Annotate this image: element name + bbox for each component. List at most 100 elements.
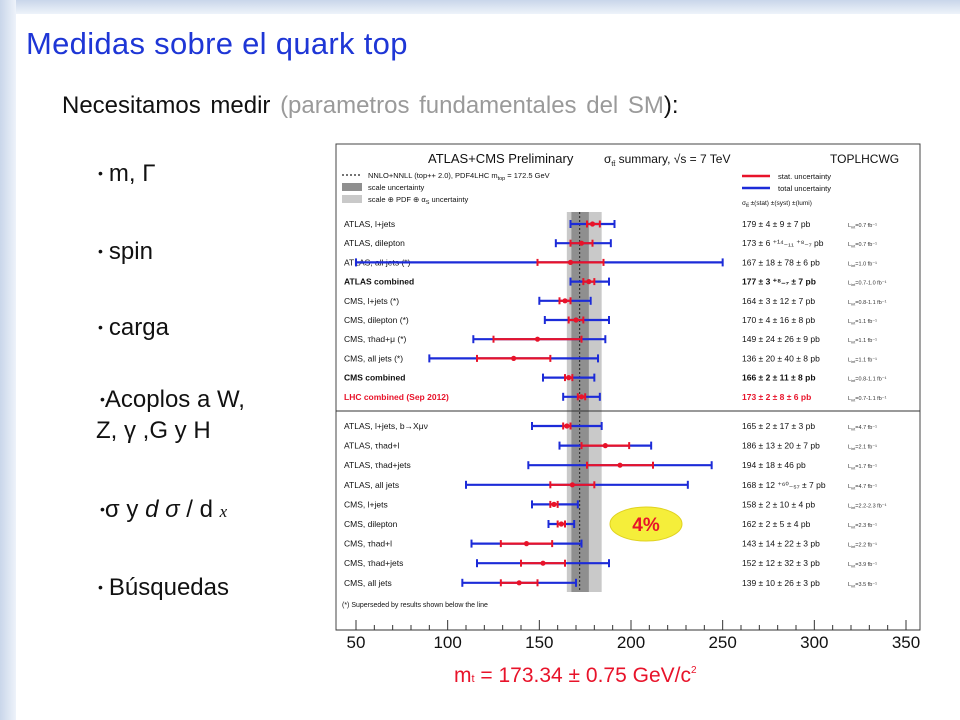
bullet-icon: • — [98, 165, 103, 181]
lumi-value: =4.7 fb⁻¹ — [855, 425, 877, 431]
row-luminosity: Lint=1.1 fb⁻¹ — [848, 357, 877, 364]
row-luminosity: Lint=4.7 fb⁻¹ — [848, 484, 877, 491]
lumi-symbol: L — [848, 396, 851, 402]
row-label: CMS, dilepton (*) — [344, 315, 409, 325]
legend-scale-swatch — [342, 183, 362, 191]
row-label: ATLAS, τhad+jets — [344, 460, 411, 470]
lumi-sub: int — [851, 378, 856, 383]
lumi-value: =2.2 fb⁻¹ — [855, 543, 877, 549]
measurement-row: CMS, dilepton (*) 170 ± 4 ± 16 ± 8 pb Lint… — [344, 315, 877, 326]
bullet-icon: • — [98, 243, 103, 259]
measurement-row: CMS, dilepton 162 ± 2 ± 5 ± 4 pb Lint=2.3 … — [344, 519, 877, 530]
central-value-point — [573, 317, 579, 323]
lumi-sub: int — [851, 525, 856, 530]
legend-theory-end: = 172.5 GeV — [505, 171, 549, 180]
lumi-symbol: L — [848, 300, 851, 306]
lumi-sub: int — [851, 485, 856, 490]
bullet-icon: • — [100, 501, 105, 517]
chart-title: ATLAS+CMS Preliminary — [428, 151, 574, 166]
row-result: 165 ± 2 ± 17 ± 3 pb — [742, 421, 815, 431]
chart-footnote: (*) Superseded by results shown below th… — [342, 602, 488, 609]
lumi-value: =4.7 fb⁻¹ — [855, 484, 877, 490]
row-result: 173 ± 2 ± 8 ± 6 pb — [742, 392, 811, 402]
measurement-row: ATLAS, all jets (*) 167 ± 18 ± 78 ± 6 pb L… — [344, 257, 877, 268]
row-luminosity: Lint=0.7 fb⁻¹ — [848, 223, 877, 230]
row-luminosity: Lint=2.3 fb⁻¹ — [848, 523, 877, 530]
lumi-value: =1.1 fb⁻¹ — [855, 319, 877, 325]
measurement-row: ATLAS, τhad+jets 194 ± 18 ± 46 pb Lint=1.7… — [344, 460, 877, 471]
row-label: ATLAS, dilepton — [344, 238, 405, 248]
row-result: 136 ± 20 ± 40 ± 8 pb — [742, 353, 820, 363]
bullet-text: spin — [108, 238, 153, 265]
lumi-symbol: L — [848, 582, 851, 588]
row-luminosity: Lint=1.7 fb⁻¹ — [848, 464, 877, 471]
row-label: CMS, τhad+jets — [344, 558, 403, 568]
lumi-sub: int — [851, 301, 856, 306]
measurement-row: ATLAS, l+jets 179 ± 4 ± 9 ± 7 pb Lint=0.7 … — [344, 219, 877, 230]
measurement-row: CMS, all jets 139 ± 10 ± 26 ± 3 pb Lint=3.… — [344, 578, 877, 589]
central-value-point — [569, 482, 575, 488]
row-result: 186 ± 13 ± 20 ± 7 pb — [742, 441, 820, 451]
bullet-text-italic: d σ — [145, 496, 180, 523]
lumi-value: =1.1 fb⁻¹ — [855, 357, 877, 363]
bullet-icon: • — [100, 391, 105, 407]
lumi-value: =0.7-1.1 fb⁻¹ — [855, 396, 886, 402]
row-result: 177 ± 3 ⁺⁸₋₇ ± 7 pb — [742, 277, 816, 287]
central-value-point — [578, 240, 585, 246]
slide-subtitle: Necesitamos medir (parametros fundamenta… — [62, 92, 679, 120]
measurement-row: ATLAS, all jets 168 ± 12 ⁺⁶⁰₋₅₇ ± 7 pb Lin… — [344, 480, 877, 491]
row-result: 139 ± 10 ± 26 ± 3 pb — [742, 578, 820, 588]
legend-scale-pdf-end: uncertainty — [429, 195, 468, 204]
subtitle-main: Necesitamos medir — [62, 92, 281, 119]
measurement-row: ATLAS, l+jets, b→Xμν 165 ± 2 ± 17 ± 3 pb L… — [344, 421, 877, 432]
central-value-point — [562, 298, 568, 304]
lumi-symbol: L — [848, 281, 851, 287]
summary-rest: summary, √s = 7 TeV — [615, 152, 730, 166]
row-luminosity: Lint=3.5 fb⁻¹ — [848, 582, 877, 589]
bullet-charge: • carga — [98, 312, 169, 343]
bullet-spin: • spin — [98, 236, 153, 267]
legend-theory-sub: top — [498, 176, 506, 182]
bullet-searches: • Búsquedas — [98, 572, 229, 603]
legend-theory-text: NNLO+NNLL (top++ 2.0), PDF4LHC m — [368, 171, 498, 180]
row-luminosity: Lint=0.8-1.1 fb⁻¹ — [848, 377, 887, 384]
central-value-point — [516, 580, 522, 586]
row-result: 173 ± 6 ⁺¹⁴₋₁₁ ⁺⁸₋₇ pb — [742, 238, 824, 248]
lumi-symbol: L — [848, 242, 851, 248]
lumi-sub: int — [851, 282, 856, 287]
row-label: CMS, l+jets (*) — [344, 296, 399, 306]
bullet-text: Búsquedas — [108, 574, 229, 601]
row-luminosity: Lint=4.7 fb⁻¹ — [848, 425, 877, 432]
slide-top-border — [0, 0, 960, 14]
lumi-sub: int — [851, 244, 856, 249]
lumi-sub: int — [851, 466, 856, 471]
lumi-symbol: L — [848, 484, 851, 490]
bullet-text: σ y — [104, 496, 146, 523]
chart-svg: ATLAS+CMS Preliminary σtt̄ summary, √s =… — [328, 140, 936, 652]
row-result: 168 ± 12 ⁺⁶⁰₋₅₇ ± 7 pb — [742, 480, 826, 490]
row-result: 166 ± 2 ± 11 ± 8 pb — [742, 373, 816, 383]
result-value: = 173.34 ± 0.75 GeV/c — [474, 664, 691, 687]
lumi-value: =1.7 fb⁻¹ — [855, 464, 877, 470]
central-value-point — [540, 560, 546, 566]
lumi-sub: int — [851, 583, 856, 588]
precision-badge — [609, 506, 683, 542]
measurement-row: CMS, τhad+μ (*) 149 ± 24 ± 26 ± 9 pb Lint=… — [344, 334, 877, 345]
x-tick-label: 50 — [347, 633, 366, 652]
lumi-sub: int — [851, 397, 856, 402]
chart-summary-label: σtt̄ summary, √s = 7 TeV — [604, 152, 730, 168]
result-m: m — [454, 664, 472, 687]
lumi-symbol: L — [848, 319, 851, 325]
lumi-sub: int — [851, 427, 856, 432]
row-luminosity: Lint=1.1 fb⁻¹ — [848, 319, 877, 326]
row-label: CMS, l+jets — [344, 499, 388, 509]
row-luminosity: Lint=0.7-1.1 fb⁻¹ — [848, 396, 887, 403]
lumi-value: =0.8-1.1 fb⁻¹ — [855, 377, 886, 383]
row-label: CMS, τhad+l — [344, 539, 392, 549]
lumi-sub: int — [851, 505, 856, 510]
lumi-sub: int — [851, 225, 856, 230]
legend-pdf-swatch — [342, 195, 362, 203]
row-label: CMS, all jets (*) — [344, 353, 403, 363]
central-value-point — [567, 259, 574, 265]
row-label: ATLAS combined — [344, 277, 414, 287]
